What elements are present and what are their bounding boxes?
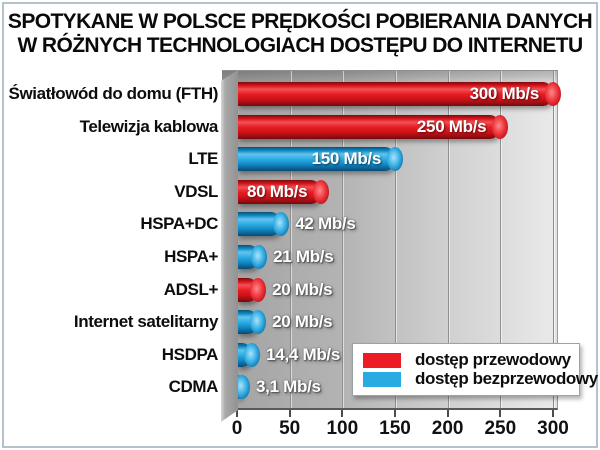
chart-title-line1: SPOTYKANE W POLSCE PRĘDKOŚCI POBIERANIA … xyxy=(7,10,593,33)
category-label-Światłowód do domu (FTH): Światłowód do domu (FTH) xyxy=(8,84,219,103)
bar-HSPA+ xyxy=(237,245,268,269)
category-label-Internet satelitarny: Internet satelitarny xyxy=(73,312,219,332)
bar-value-label: 250 Mb/s xyxy=(416,116,487,136)
x-tick-50 xyxy=(288,410,291,417)
bar-series: 300 Mb/s 250 Mb/s 150 Mb/s 80 Mb/s 42 Mb/s 21… xyxy=(222,70,561,410)
bar-end-cap xyxy=(244,342,261,367)
legend-item-wireless: dostęp bezprzewodowy xyxy=(363,369,598,388)
bar-value-label: 3,1 Mb/s xyxy=(256,377,321,397)
x-tick-label-300: 300 xyxy=(537,418,569,439)
gridline-100 xyxy=(342,71,344,408)
bar-end-cap xyxy=(492,114,509,139)
bar-end-cap xyxy=(251,245,268,269)
gridline-250 xyxy=(500,71,502,408)
legend-item-wired: dostęp przewodowy xyxy=(363,350,571,369)
bar-Światłowód do domu (FTH): 300 Mb/s xyxy=(237,82,561,106)
bar-VDSL: 80 Mb/s xyxy=(237,179,330,204)
bar-HSDPA xyxy=(237,342,261,367)
bar-Telewizja kablowa: 250 Mb/s xyxy=(237,114,509,139)
category-label-LTE: LTE xyxy=(188,149,218,169)
bar-Internet satelitarny xyxy=(237,310,267,335)
x-tick-label-0: 0 xyxy=(231,418,243,439)
category-label-CDMA: CDMA xyxy=(168,377,219,397)
gridline-300 xyxy=(553,71,554,408)
bar-value-label: 42 Mb/s xyxy=(295,214,356,234)
category-label-Telewizja kablowa: Telewizja kablowa xyxy=(79,116,219,136)
bar-LTE: 150 Mb/s xyxy=(237,147,403,172)
category-label-ADSL+: ADSL+ xyxy=(163,279,219,299)
bar-value-label: 20 Mb/s xyxy=(272,312,333,332)
bar-value-label: 150 Mb/s xyxy=(311,149,382,169)
category-label-VDSL: VDSL xyxy=(174,181,218,201)
bar-end-cap xyxy=(545,82,561,106)
legend-label-wired: dostęp przewodowy xyxy=(415,350,571,369)
legend-label-wireless: dostęp bezprzewodowy xyxy=(415,369,598,388)
bar-ADSL+ xyxy=(237,277,267,302)
gridline-150 xyxy=(395,71,396,408)
x-tick-100 xyxy=(341,410,344,417)
bar-end-cap xyxy=(250,310,267,335)
category-labels: Światłowód do domu (FTH) Telewizja kablow… xyxy=(6,70,219,410)
x-tick-label-100: 100 xyxy=(326,418,359,439)
bar-value-label: 14,4 Mb/s xyxy=(266,344,340,364)
chart-title-line2: W RÓŻNYCH TECHNOLOGIACH DOSTĘPU DO INTER… xyxy=(17,34,583,57)
bar-value-label: 80 Mb/s xyxy=(247,181,308,201)
x-tick-label-50: 50 xyxy=(279,418,301,439)
bar-value-label: 20 Mb/s xyxy=(272,279,333,299)
x-tick-label-200: 200 xyxy=(431,418,464,439)
legend-swatch-wireless xyxy=(363,371,401,387)
category-label-HSPA+DC: HSPA+DC xyxy=(140,214,218,234)
bar-CDMA xyxy=(234,375,250,400)
category-label-HSDPA: HSDPA xyxy=(161,344,219,364)
gridline-200 xyxy=(447,71,449,408)
chart-title: SPOTYKANE W POLSCE PRĘDKOŚCI POBIERANIA … xyxy=(0,10,600,58)
x-tick-0 xyxy=(236,410,238,417)
bar-value-label: 300 Mb/s xyxy=(469,84,540,103)
bar-value-label: 21 Mb/s xyxy=(273,247,334,266)
plot-3d-left-wall xyxy=(221,70,238,422)
legend: dostęp przewodowy dostęp bezprzewodowy xyxy=(352,343,598,396)
x-tick-label-150: 150 xyxy=(379,418,411,439)
x-tick-300 xyxy=(552,410,554,417)
bar-end-cap xyxy=(387,147,403,172)
x-tick-200 xyxy=(446,410,449,417)
bar-end-cap xyxy=(313,179,330,204)
x-tick-label-250: 250 xyxy=(484,418,517,439)
bar-HSPA+DC xyxy=(237,212,290,237)
gridline-50 xyxy=(289,71,291,408)
bar-end-cap xyxy=(234,375,250,400)
bar-end-cap xyxy=(250,277,267,302)
legend-swatch-wired xyxy=(363,352,401,368)
x-tick-150 xyxy=(394,410,396,417)
bar-end-cap xyxy=(273,212,290,237)
x-tick-250 xyxy=(499,410,502,417)
category-label-HSPA+: HSPA+ xyxy=(164,247,218,266)
